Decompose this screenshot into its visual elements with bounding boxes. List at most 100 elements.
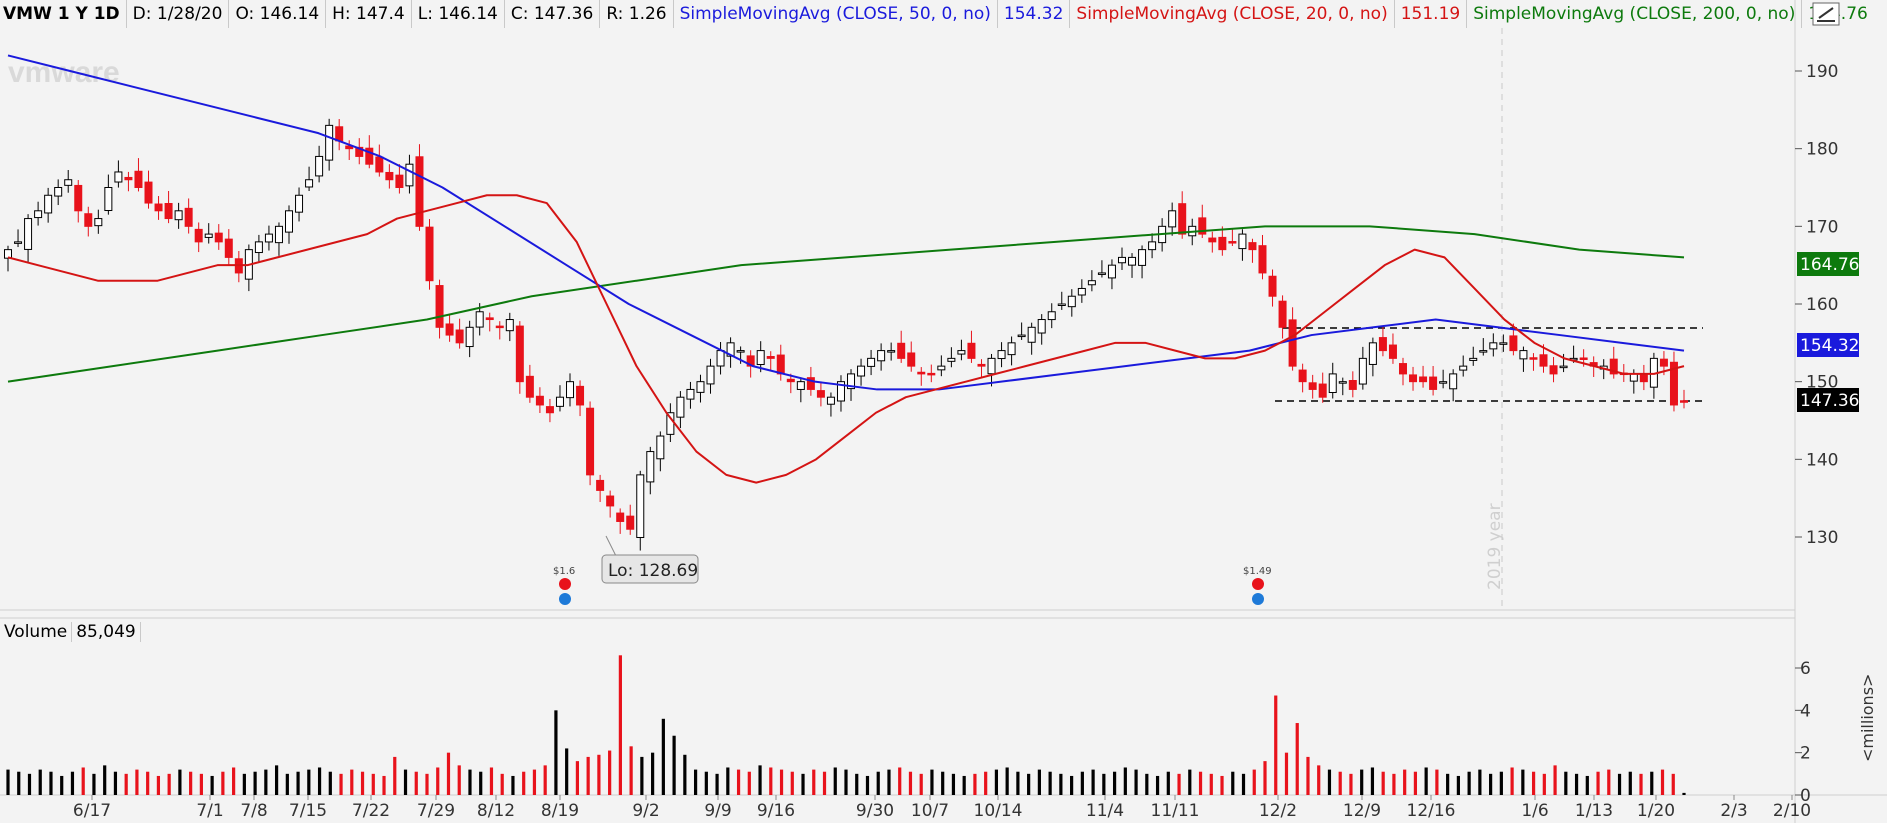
candle-down <box>515 325 524 383</box>
candlestick-series <box>4 118 1688 551</box>
candle-up <box>857 365 866 377</box>
candle-down <box>345 145 354 150</box>
sma50-study[interactable]: SimpleMovingAvg (CLOSE, 50, 0, no) <box>674 0 998 28</box>
ticker-label[interactable]: VMW 1 Y 1D <box>0 0 127 28</box>
candle-down <box>224 238 233 258</box>
volume-bar <box>468 769 472 795</box>
price-tick-label: 150 <box>1806 373 1838 393</box>
candle-down <box>134 170 143 188</box>
candle-down <box>385 171 394 181</box>
candle-up <box>465 326 474 348</box>
volume-bar <box>1531 771 1536 795</box>
candle-down <box>445 323 454 336</box>
candle-down <box>977 363 986 367</box>
watermark-logo: vmware <box>8 56 120 89</box>
date-tick-label: 8/12 <box>477 801 515 821</box>
sma20-study[interactable]: SimpleMovingAvg (CLOSE, 20, 0, no) <box>1070 0 1395 28</box>
volume-bar <box>1145 773 1149 795</box>
drawing-tools-icon[interactable] <box>1812 2 1842 28</box>
volume-bar <box>543 765 547 795</box>
candle-up <box>1338 381 1347 384</box>
volume-bar <box>908 771 913 795</box>
candle-up <box>295 194 304 213</box>
candle-down <box>626 515 635 530</box>
volume-bar <box>1607 769 1611 795</box>
volume-bar <box>103 765 107 795</box>
candle-down <box>1198 217 1207 235</box>
candle-up <box>14 241 23 244</box>
date-tick-label: 8/19 <box>541 801 579 821</box>
candle-down <box>84 213 93 227</box>
close-readout: C: 147.36 <box>505 0 601 28</box>
volume-bar <box>984 771 988 795</box>
volume-bar <box>1005 767 1009 795</box>
price-axis: 130 140 150 160 170 180 190 <box>1795 62 1838 548</box>
dividend-marker-1[interactable]: $1.6 <box>553 566 575 605</box>
candle-down <box>214 232 223 243</box>
dividend-marker-2[interactable]: $1.49 <box>1243 566 1272 605</box>
candle-down <box>184 207 193 227</box>
volume-bar <box>704 771 708 795</box>
date-tick-label: 7/15 <box>289 801 327 821</box>
candle-up <box>1148 241 1157 251</box>
volume-bar <box>1381 771 1385 795</box>
date-tick-label: 12/16 <box>1407 801 1456 821</box>
candle-up <box>636 474 645 538</box>
volume-bar <box>242 773 246 795</box>
low-readout: L: 146.14 <box>412 0 505 28</box>
volume-bar <box>1435 769 1439 795</box>
volume-bar <box>436 767 440 795</box>
volume-bar <box>522 771 526 795</box>
volume-bar <box>1327 769 1332 795</box>
date-tick-label: 7/1 <box>196 801 223 821</box>
candle-up <box>1479 350 1488 353</box>
candle-up <box>987 357 996 375</box>
date-tick-label: 9/16 <box>757 801 795 821</box>
candle-down <box>1609 358 1618 375</box>
volume-bar <box>285 773 289 795</box>
candle-down <box>525 375 534 398</box>
price-tick-label: 140 <box>1806 450 1838 470</box>
volume-bar <box>511 775 515 795</box>
candle-down <box>435 285 444 328</box>
volume-bar <box>994 769 999 795</box>
candle-up <box>847 373 856 390</box>
candle-up <box>1328 373 1337 394</box>
volume-bar <box>1370 767 1375 795</box>
svg-text:147.36: 147.36 <box>1800 391 1859 411</box>
volume-bar <box>1220 775 1224 795</box>
volume-tick-label: 0 <box>1800 786 1811 806</box>
candle-up <box>1358 357 1367 385</box>
volume-header: Volume 85,049 <box>0 619 141 645</box>
candle-down <box>786 378 795 383</box>
candle-down <box>415 156 424 227</box>
candle-down <box>616 512 625 522</box>
date-tick-label: 2/10 <box>1773 801 1811 821</box>
candle-down <box>154 203 163 212</box>
candle-down <box>1268 275 1277 297</box>
candle-up <box>1128 256 1137 266</box>
candle-up <box>1107 264 1116 279</box>
badge-sma200: 164.76 <box>1797 252 1859 276</box>
candle-down <box>776 354 785 375</box>
candle-up <box>1629 373 1638 382</box>
volume-bar <box>951 773 956 795</box>
volume-bar <box>479 771 483 795</box>
sma200-study[interactable]: SimpleMovingAvg (CLOSE, 200, 0, no) <box>1467 0 1803 28</box>
candle-up <box>1168 210 1177 228</box>
candle-down <box>1258 245 1267 274</box>
candle-down <box>124 176 133 181</box>
candle-down <box>1659 358 1668 367</box>
volume-bar <box>1413 771 1418 795</box>
svg-text:$1.49: $1.49 <box>1243 566 1272 577</box>
volume-bar <box>1499 771 1503 795</box>
volume-bar <box>1134 769 1138 795</box>
candle-down <box>907 352 916 367</box>
candle-down <box>375 156 384 173</box>
volume-bar <box>360 771 365 795</box>
volume-bar <box>1102 773 1106 795</box>
volume-panel[interactable] <box>0 619 1795 795</box>
date-axis: 6/17 7/1 7/8 7/15 7/22 7/29 8/12 8/19 9/2 9/9 9/16… <box>73 795 1811 821</box>
price-panel[interactable] <box>0 28 1795 610</box>
